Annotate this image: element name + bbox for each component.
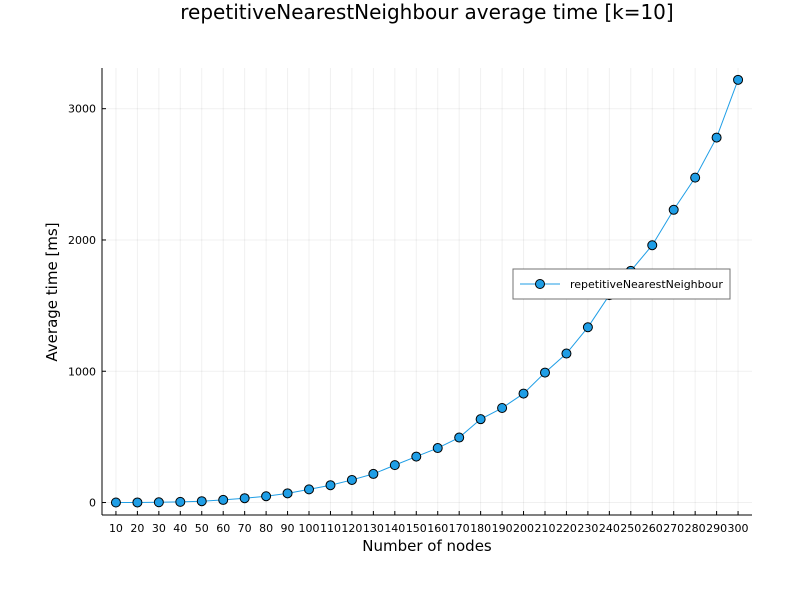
chart-title: repetitiveNearestNeighbour average time … <box>180 0 673 24</box>
data-point <box>582 322 593 333</box>
x-tick-label: 190 <box>492 522 513 535</box>
x-tick-label: 130 <box>363 522 384 535</box>
x-tick-label: 140 <box>384 522 405 535</box>
x-tick-label: 150 <box>406 522 427 535</box>
y-axis-label: Average time [ms] <box>43 222 61 361</box>
data-point <box>239 493 250 504</box>
data-point <box>668 204 679 215</box>
legend-box <box>512 268 731 300</box>
x-tick-label: 30 <box>152 522 166 535</box>
data-point <box>539 367 550 378</box>
data-point <box>304 484 315 495</box>
data-point <box>432 443 443 454</box>
y-tick-label: 1000 <box>68 365 96 378</box>
x-tick-label: 220 <box>556 522 577 535</box>
x-tick-label: 70 <box>238 522 252 535</box>
x-tick-label: 170 <box>449 522 470 535</box>
data-point <box>733 74 744 85</box>
data-point <box>368 468 379 479</box>
x-tick-label: 90 <box>281 522 295 535</box>
axes <box>101 68 752 516</box>
x-tick-label: 210 <box>534 522 555 535</box>
x-tick-label: 240 <box>599 522 620 535</box>
y-tick-label: 0 <box>89 497 96 510</box>
x-tick-label: 20 <box>130 522 144 535</box>
data-point <box>711 132 722 143</box>
x-tick-label: 300 <box>728 522 749 535</box>
data-point <box>411 451 422 462</box>
legend: repetitiveNearestNeighbour <box>512 268 731 300</box>
x-tick-label: 60 <box>216 522 230 535</box>
x-axis-label: Number of nodes <box>362 537 492 555</box>
data-point <box>132 497 143 508</box>
x-tick-label: 290 <box>706 522 727 535</box>
series <box>110 74 744 508</box>
data-point <box>325 480 336 491</box>
x-tick-label: 50 <box>195 522 209 535</box>
x-tick-label: 270 <box>663 522 684 535</box>
legend-marker <box>535 279 545 289</box>
data-point <box>690 172 701 183</box>
data-point <box>475 414 486 425</box>
data-point <box>497 403 508 414</box>
x-tick-label: 160 <box>427 522 448 535</box>
data-point <box>175 496 186 507</box>
y-ticks: 0 1000 2000 3000 <box>68 103 106 510</box>
x-tick-label: 110 <box>320 522 341 535</box>
data-point <box>346 474 357 485</box>
data-point <box>110 497 121 508</box>
data-point <box>282 488 293 499</box>
x-tick-label: 10 <box>109 522 123 535</box>
x-tick-label: 100 <box>299 522 320 535</box>
x-tick-label: 40 <box>173 522 187 535</box>
x-tick-label: 250 <box>620 522 641 535</box>
y-tick-label: 2000 <box>68 234 96 247</box>
y-tick-label: 3000 <box>68 103 96 116</box>
data-point <box>261 491 272 502</box>
legend-label: repetitiveNearestNeighbour <box>570 278 723 291</box>
data-point <box>454 432 465 443</box>
x-tick-label: 280 <box>685 522 706 535</box>
x-tick-label: 120 <box>341 522 362 535</box>
data-point <box>561 348 572 359</box>
data-point <box>518 388 529 399</box>
x-tick-label: 200 <box>513 522 534 535</box>
data-point <box>389 460 400 471</box>
x-tick-label: 260 <box>642 522 663 535</box>
data-point <box>196 496 207 507</box>
x-ticks: 10 20 30 40 50 60 70 80 90 100 110 120 130 140 150 160 1… <box>109 511 749 535</box>
x-tick-label: 180 <box>470 522 491 535</box>
x-tick-label: 80 <box>259 522 273 535</box>
data-point <box>153 497 164 508</box>
data-point <box>218 494 229 505</box>
x-tick-label: 230 <box>577 522 598 535</box>
data-point <box>647 240 658 251</box>
